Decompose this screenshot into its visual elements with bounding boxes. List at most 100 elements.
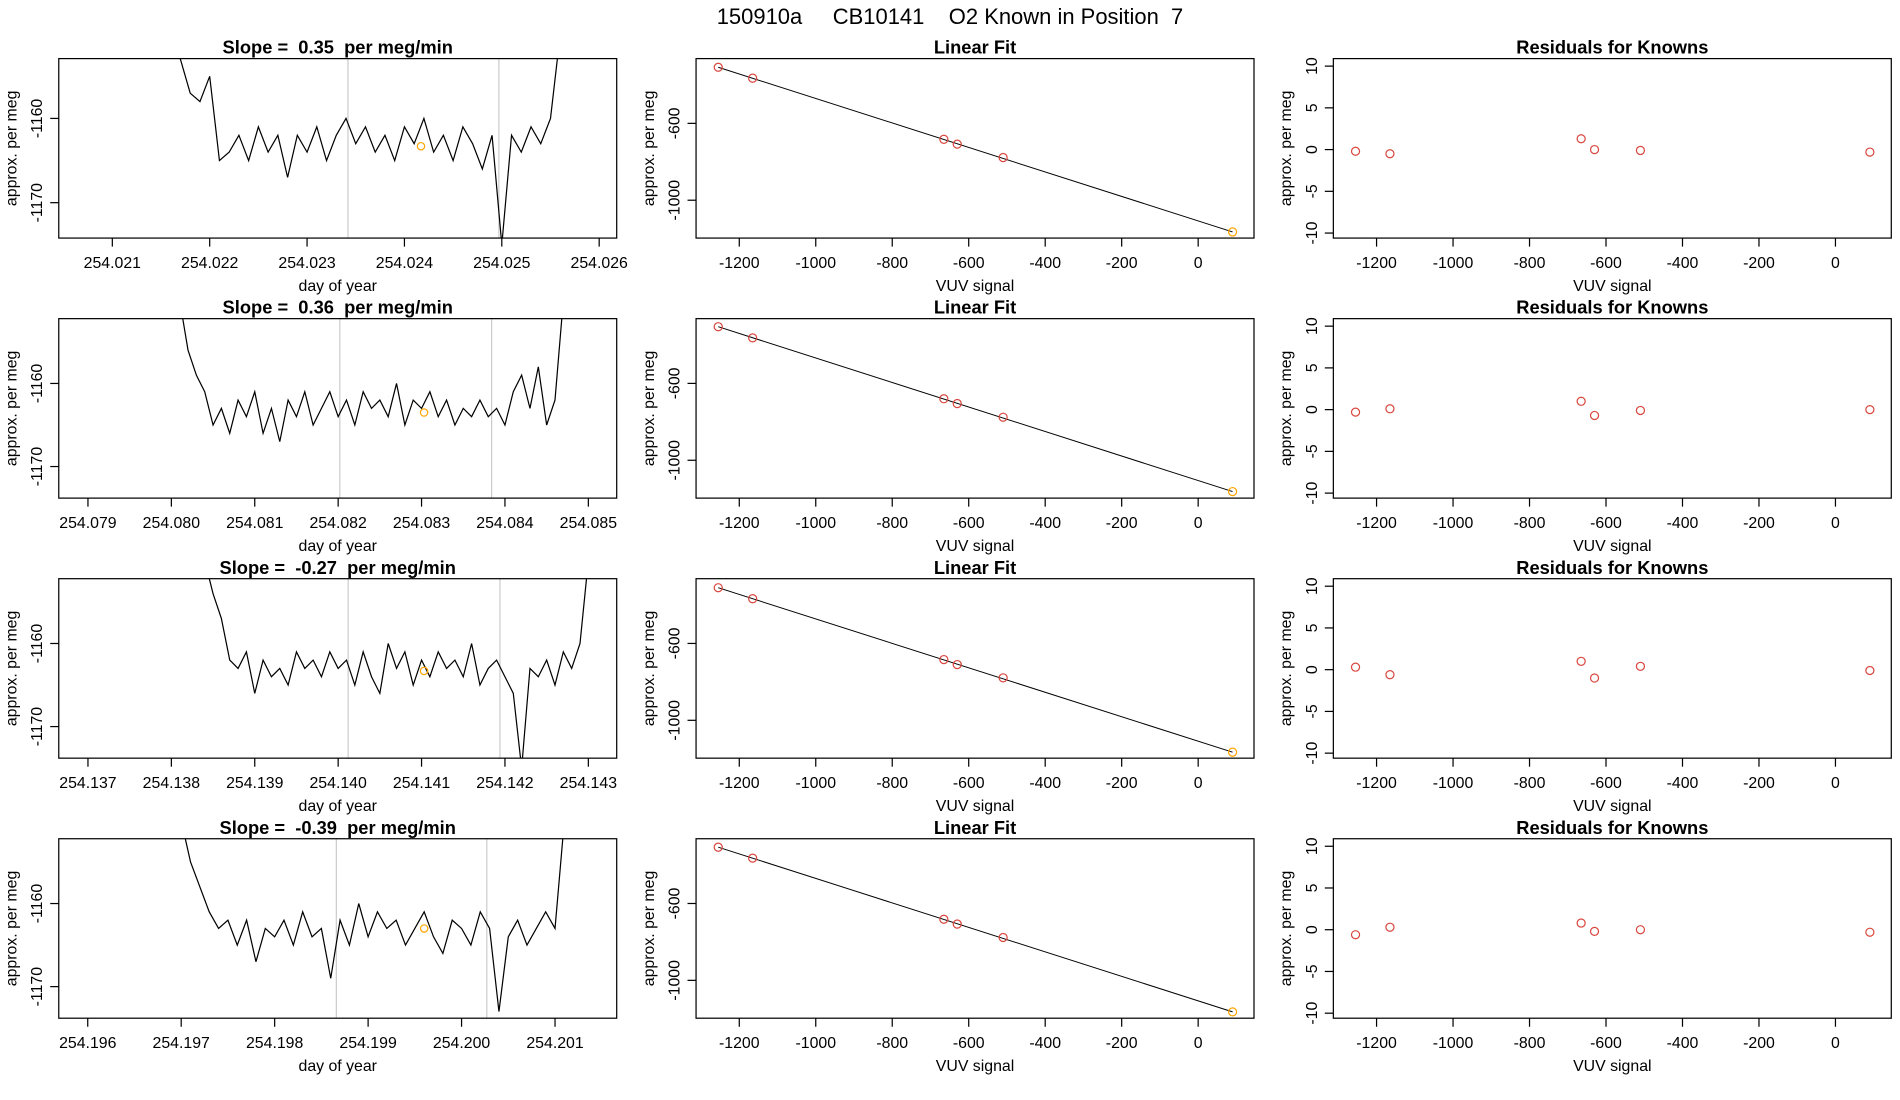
y-tick-label: -1000 bbox=[666, 440, 683, 481]
y-tick-label: 10 bbox=[1304, 57, 1321, 75]
x-tick-label: -1000 bbox=[1433, 255, 1474, 272]
y-tick-label: 5 bbox=[1304, 363, 1321, 372]
x-tick-label: -1000 bbox=[795, 515, 836, 532]
trace-line bbox=[182, 318, 563, 442]
x-tick-label: -200 bbox=[1743, 775, 1775, 792]
x-tick-label: -600 bbox=[953, 775, 985, 792]
data-point bbox=[998, 152, 1008, 163]
data-point bbox=[952, 659, 962, 670]
y-axis-label: approx. per meg bbox=[1278, 871, 1295, 986]
y-tick-label: 5 bbox=[1304, 623, 1321, 632]
data-point bbox=[939, 654, 949, 665]
x-tick-label: -1200 bbox=[719, 775, 760, 792]
y-axis-label: approx. per meg bbox=[4, 91, 21, 206]
data-point bbox=[952, 398, 962, 409]
data-point bbox=[1589, 410, 1600, 421]
y-tick-label: -1170 bbox=[29, 967, 46, 1007]
x-tick-label: 254.084 bbox=[476, 515, 534, 532]
data-point bbox=[1635, 405, 1646, 416]
x-tick-label: 254.082 bbox=[309, 515, 367, 532]
data-point bbox=[1865, 404, 1875, 415]
x-tick-label: 0 bbox=[1194, 775, 1203, 792]
panel-title: Slope = 0.35 per meg/min bbox=[223, 37, 453, 58]
x-axis-label: VUV signal bbox=[1573, 278, 1651, 295]
x-tick-label: 254.197 bbox=[153, 1035, 211, 1052]
x-tick-label: -800 bbox=[876, 255, 908, 272]
y-tick-label: 10 bbox=[1304, 837, 1321, 855]
y-tick-label: -1160 bbox=[29, 884, 46, 924]
x-tick-label: -1000 bbox=[795, 1035, 836, 1052]
x-tick-label: 254.140 bbox=[309, 775, 367, 792]
x-tick-label: -1000 bbox=[1433, 1035, 1474, 1052]
trace-line bbox=[179, 58, 559, 239]
x-tick-label: 254.143 bbox=[560, 775, 618, 792]
x-tick-label: -1200 bbox=[1356, 775, 1397, 792]
data-point bbox=[952, 919, 962, 929]
y-axis-label: approx. per meg bbox=[641, 611, 658, 726]
x-tick-label: -200 bbox=[1106, 515, 1138, 532]
x-axis-label: VUV signal bbox=[1573, 538, 1651, 555]
data-point bbox=[1589, 926, 1600, 937]
y-axis-label: approx. per meg bbox=[1278, 351, 1295, 466]
x-tick-label: 254.083 bbox=[393, 515, 451, 532]
plot-frame bbox=[58, 57, 618, 239]
plot-frame bbox=[695, 578, 1255, 759]
data-point bbox=[748, 853, 758, 863]
x-axis-label: day of year bbox=[299, 538, 378, 555]
x-tick-label: 254.022 bbox=[181, 255, 239, 272]
data-point bbox=[1227, 1007, 1238, 1017]
y-axis-label: approx. per meg bbox=[641, 351, 658, 466]
plot-frame bbox=[695, 838, 1255, 1019]
x-tick-label: 0 bbox=[1194, 1035, 1203, 1052]
data-point bbox=[1385, 922, 1395, 932]
y-tick-label: 0 bbox=[1304, 145, 1321, 154]
panel-title: Linear Fit bbox=[934, 817, 1016, 838]
y-tick-label: 0 bbox=[1304, 925, 1321, 934]
data-point bbox=[748, 333, 758, 343]
x-axis-label: VUV signal bbox=[936, 1058, 1014, 1075]
x-tick-label: -1000 bbox=[795, 255, 836, 272]
data-point bbox=[1385, 404, 1395, 414]
x-tick-label: -400 bbox=[1029, 775, 1061, 792]
x-tick-label: -400 bbox=[1667, 515, 1699, 532]
panel-title: Linear Fit bbox=[934, 557, 1016, 578]
highlight-point bbox=[419, 666, 429, 676]
y-tick-label: -600 bbox=[666, 887, 683, 919]
x-tick-label: -200 bbox=[1106, 775, 1138, 792]
y-tick-label: -600 bbox=[666, 107, 683, 139]
data-point bbox=[1589, 144, 1600, 155]
x-tick-label: 254.142 bbox=[476, 775, 534, 792]
y-axis-label: approx. per meg bbox=[1278, 91, 1295, 206]
x-tick-label: 254.139 bbox=[226, 775, 284, 792]
x-tick-label: -400 bbox=[1029, 515, 1061, 532]
x-tick-label: -400 bbox=[1667, 775, 1699, 792]
x-axis-label: day of year bbox=[299, 1058, 378, 1075]
x-tick-label: 0 bbox=[1831, 1035, 1840, 1052]
panel-title: Slope = -0.39 per meg/min bbox=[220, 817, 456, 838]
data-point bbox=[998, 412, 1008, 422]
data-point bbox=[1350, 662, 1361, 672]
x-tick-label: 254.199 bbox=[339, 1035, 397, 1052]
y-tick-label: -1000 bbox=[666, 700, 683, 741]
plot-frame bbox=[695, 57, 1255, 239]
panel-title: Slope = 0.36 per meg/min bbox=[223, 297, 453, 318]
x-tick-label: -200 bbox=[1106, 255, 1138, 272]
data-point bbox=[1576, 918, 1586, 928]
y-tick-label: -1170 bbox=[29, 183, 46, 223]
x-tick-label: -400 bbox=[1029, 255, 1061, 272]
data-point bbox=[1385, 670, 1395, 680]
y-tick-label: -10 bbox=[1304, 742, 1321, 765]
y-tick-label: -5 bbox=[1304, 444, 1321, 458]
y-tick-label: -10 bbox=[1304, 481, 1321, 504]
y-tick-label: 5 bbox=[1304, 883, 1321, 892]
y-tick-label: -600 bbox=[666, 367, 683, 399]
data-point bbox=[1635, 661, 1646, 671]
fit-line bbox=[718, 587, 1233, 753]
x-tick-label: 254.138 bbox=[143, 775, 201, 792]
y-tick-label: 0 bbox=[1304, 405, 1321, 414]
data-point bbox=[1227, 227, 1238, 237]
y-tick-label: 0 bbox=[1304, 665, 1321, 674]
x-tick-label: -800 bbox=[1514, 255, 1546, 272]
fit-line bbox=[718, 66, 1233, 233]
plot-frame bbox=[695, 318, 1255, 499]
